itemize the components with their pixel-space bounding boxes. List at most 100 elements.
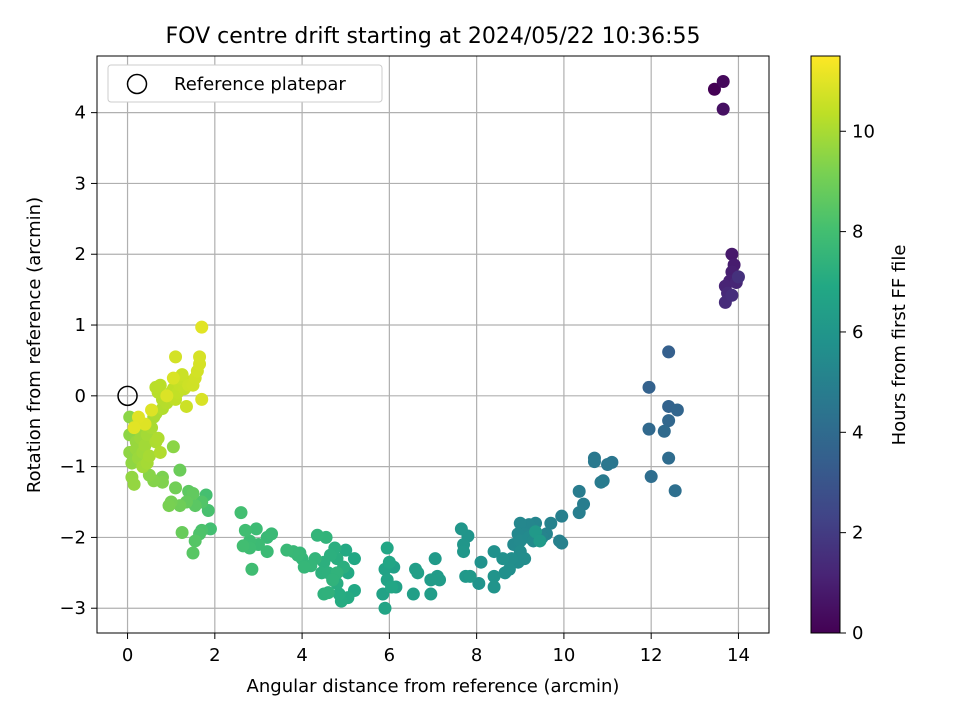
data-point [533, 534, 547, 548]
colorbar: 0 2 4 6 8 10 Hours from first FF file [810, 55, 910, 644]
data-point [725, 247, 739, 261]
data-point [173, 463, 187, 477]
data-point [725, 288, 739, 302]
data-point [166, 371, 180, 385]
data-point [166, 440, 180, 454]
data-point [668, 484, 682, 498]
data-point [555, 536, 569, 550]
data-point [662, 414, 676, 428]
data-point [332, 587, 346, 601]
data-point [297, 560, 311, 574]
data-point [169, 350, 183, 364]
legend-marker [126, 73, 148, 95]
data-point [153, 378, 167, 392]
data-point [487, 569, 501, 583]
y-tick-label: 0 [75, 386, 86, 407]
data-point [236, 539, 250, 553]
y-axis-ticks: −3 −2 −1 0 1 2 3 4 [59, 103, 97, 619]
data-point [716, 102, 730, 116]
colorbar-tick-label: 8 [852, 222, 863, 243]
data-point [162, 499, 176, 513]
data-point [572, 506, 586, 520]
y-tick-label: −2 [59, 527, 86, 548]
data-point [326, 573, 340, 587]
data-point [188, 534, 202, 548]
data-point [339, 543, 353, 557]
y-axis-label: Rotation from reference (arcmin) [24, 197, 45, 493]
data-point [457, 545, 471, 559]
data-point [411, 566, 425, 580]
data-point [347, 552, 361, 566]
x-tick-label: 4 [296, 645, 307, 666]
data-point [380, 541, 394, 555]
y-tick-label: 3 [75, 173, 86, 194]
x-axis-ticks: 0 2 4 6 8 10 12 14 [122, 633, 750, 666]
y-tick-label: −3 [59, 598, 86, 619]
grid-lines [97, 56, 769, 633]
data-point [496, 552, 510, 566]
x-tick-label: 10 [552, 645, 575, 666]
data-point [587, 455, 601, 469]
data-point [406, 587, 420, 601]
data-point [382, 555, 396, 569]
data-point [572, 484, 586, 498]
data-point [245, 562, 259, 576]
reference-platepar-marker [117, 385, 138, 407]
data-point [195, 392, 209, 406]
data-point [138, 438, 152, 452]
data-point [127, 477, 141, 491]
plot-frame [96, 55, 770, 634]
data-point [731, 270, 745, 284]
data-point [642, 422, 656, 436]
data-point [424, 573, 438, 587]
colorbar-label: Hours from first FF file [889, 245, 910, 446]
data-point [131, 410, 145, 424]
data-point [474, 555, 488, 569]
data-point [260, 545, 274, 559]
data-point [193, 350, 207, 364]
data-point [662, 451, 676, 465]
data-point [385, 580, 399, 594]
legend: Reference platepar [107, 64, 383, 103]
data-point [670, 403, 684, 417]
x-tick-label: 0 [122, 645, 133, 666]
data-point [127, 421, 141, 435]
data-point [151, 431, 165, 445]
chart-title: FOV centre drift starting at 2024/05/22 … [166, 24, 701, 49]
data-point [195, 320, 209, 334]
data-point [555, 509, 569, 523]
data-point [321, 586, 335, 600]
x-tick-label: 12 [640, 645, 663, 666]
data-point [487, 545, 501, 559]
data-point [594, 475, 608, 489]
y-tick-label: 4 [75, 103, 86, 124]
data-point [145, 403, 159, 417]
x-axis-label: Angular distance from reference (arcmin) [247, 676, 620, 697]
x-tick-label: 2 [209, 645, 220, 666]
data-point [249, 522, 263, 536]
legend-entry: Reference platepar [174, 74, 346, 95]
y-tick-label: 1 [75, 315, 86, 336]
legend-box [107, 64, 383, 103]
data-points [123, 74, 745, 615]
colorbar-tick-label: 0 [852, 623, 863, 644]
data-point [428, 552, 442, 566]
data-point [601, 458, 615, 472]
colorbar-tick-label: 10 [852, 121, 875, 142]
data-point [179, 399, 193, 413]
data-point [175, 525, 189, 539]
colorbar-gradient [810, 55, 841, 634]
colorbar-tick-label: 4 [852, 422, 863, 443]
y-tick-label: 2 [75, 244, 86, 265]
data-point [454, 522, 468, 536]
data-point [238, 523, 252, 537]
data-point [657, 424, 671, 438]
data-point [472, 576, 486, 590]
data-point [716, 74, 730, 88]
colorbar-ticks: 0 2 4 6 8 10 [840, 121, 875, 644]
colorbar-tick-label: 6 [852, 322, 863, 343]
data-point [186, 546, 200, 560]
data-point [142, 449, 156, 463]
y-tick-label: −1 [59, 457, 86, 478]
